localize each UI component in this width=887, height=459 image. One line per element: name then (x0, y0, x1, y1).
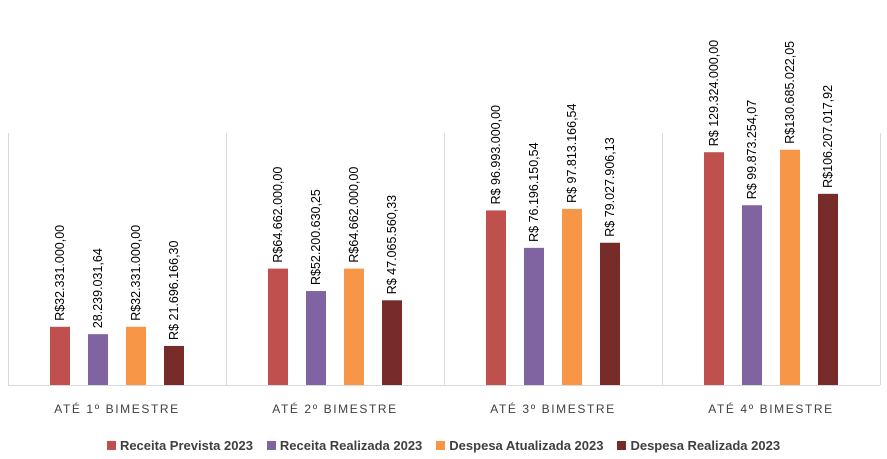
bar (344, 268, 364, 385)
data-label: R$32.331.000,00 (129, 225, 143, 321)
bar (742, 205, 762, 385)
legend-item: Despesa Realizada 2023 (617, 438, 780, 453)
bar (562, 208, 582, 385)
legend-item: Receita Prevista 2023 (106, 438, 253, 453)
data-label: 28.239.031,64 (91, 248, 105, 328)
legend-item: Despesa Atualizada 2023 (436, 438, 603, 453)
data-label: R$ 21.696.166,30 (167, 241, 181, 340)
data-label: R$ 129.324.000,00 (707, 40, 721, 146)
data-label: R$ 97.813.166,54 (565, 103, 579, 202)
legend-label: Receita Prevista 2023 (119, 438, 253, 453)
data-label: R$ 47.065.560,33 (385, 195, 399, 294)
legend-swatch (617, 441, 627, 450)
legend-label: Despesa Atualizada 2023 (449, 438, 604, 453)
data-label: R$ 79.027.906,13 (603, 137, 617, 236)
x-tick-label: ATÉ 2º BIMESTRE (272, 401, 398, 416)
data-label: R$64.662.000,00 (271, 167, 285, 263)
data-label: R$ 99.873.254,07 (745, 100, 759, 199)
bar (50, 326, 70, 385)
x-tick-label: ATÉ 1º BIMESTRE (54, 401, 180, 416)
data-label: R$ 96.993.000,00 (489, 105, 503, 204)
bar (818, 193, 838, 385)
legend-label: Despesa Realizada 2023 (630, 438, 781, 453)
legend: Receita Prevista 2023 Receita Realizada 2… (0, 438, 887, 453)
bar (268, 268, 288, 385)
x-tick-label: ATÉ 3º BIMESTRE (490, 401, 616, 416)
data-label: R$32.331.000,00 (53, 225, 67, 321)
data-label: R$ 76.196.150,54 (527, 142, 541, 241)
bar (780, 149, 800, 385)
bar (382, 300, 402, 385)
bar (486, 210, 506, 385)
data-label: R$106.207.017,92 (821, 85, 835, 188)
legend-swatch (106, 441, 116, 450)
bar (600, 242, 620, 385)
bar (704, 152, 724, 385)
bar (164, 345, 184, 385)
legend-label: Receita Realizada 2023 (279, 438, 423, 453)
bar (126, 326, 146, 385)
data-label: R$52.200.630,25 (309, 189, 323, 285)
data-label: R$64.662.000,00 (347, 167, 361, 263)
legend-item: Receita Realizada 2023 (266, 438, 423, 453)
bar (88, 334, 108, 385)
legend-swatch (266, 441, 276, 450)
data-label: R$130.685.022,05 (783, 41, 797, 144)
bar (306, 291, 326, 385)
bar (524, 247, 544, 385)
x-tick-label: ATÉ 4º BIMESTRE (708, 401, 834, 416)
legend-swatch (436, 441, 446, 450)
